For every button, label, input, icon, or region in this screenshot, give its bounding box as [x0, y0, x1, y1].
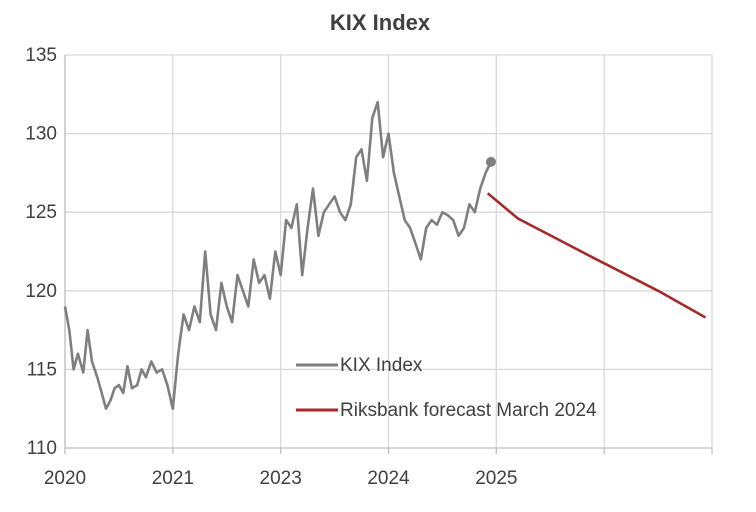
x-tick-label: 2021	[152, 468, 194, 489]
kix-latest-point	[485, 156, 496, 167]
x-tick-label: 2024	[367, 468, 410, 489]
y-tick-label: 120	[25, 281, 57, 302]
y-tick-label: 125	[25, 202, 57, 223]
legend-label-kix-index: KIX Index	[340, 355, 423, 376]
y-tick-labels: 110 115 120 125 130 135	[25, 45, 57, 459]
series-lines	[63, 100, 707, 411]
y-tick-label: 130	[25, 124, 57, 145]
x-tick-label: 2023	[260, 468, 302, 489]
series-line-riksbank-forecast	[486, 192, 707, 319]
x-tick-label: 2020	[44, 468, 86, 489]
x-tick-labels: 2020 2021 2023 2024 2025	[44, 468, 518, 489]
x-tick-label: 2025	[475, 468, 517, 489]
y-tick-label: 115	[27, 359, 57, 380]
legend: KIX Index Riksbank forecast March 2024	[296, 355, 597, 421]
legend-label-riksbank-forecast: Riksbank forecast March 2024	[340, 400, 597, 421]
axes	[64, 55, 713, 454]
y-tick-label: 135	[25, 45, 57, 66]
y-tick-label: 110	[27, 438, 57, 459]
grid	[64, 54, 713, 448]
chart-title: KIX Index	[330, 10, 431, 35]
series-line-kix-index	[63, 100, 493, 411]
